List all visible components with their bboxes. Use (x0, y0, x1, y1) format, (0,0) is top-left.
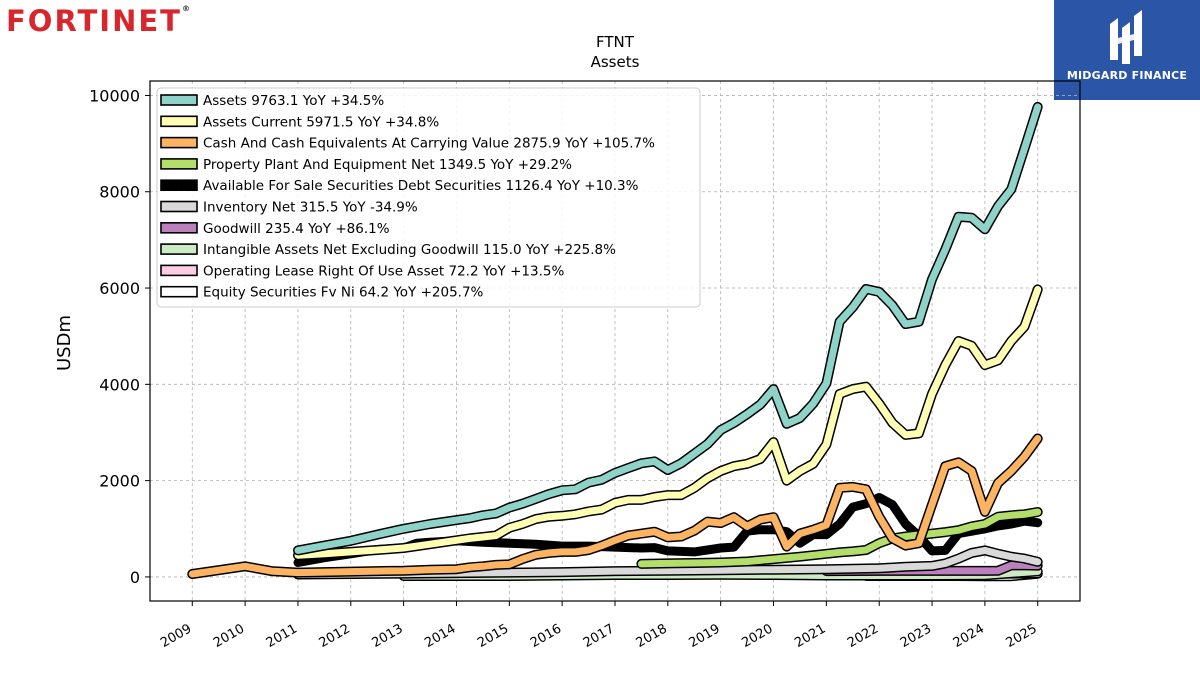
series-line (294, 546, 1042, 578)
legend-swatch (160, 264, 198, 277)
legend-entry: Operating Lease Right Of Use Asset 72.2 … (203, 263, 564, 279)
legend-swatch (160, 222, 198, 234)
series-line (294, 285, 1042, 559)
x-tick-label: 2014 (422, 621, 458, 651)
legend-box (156, 87, 701, 308)
legend-swatch (160, 115, 198, 128)
legend-swatch (160, 179, 198, 191)
x-tick-label: 2021 (792, 621, 828, 651)
x-tick-label: 2022 (845, 621, 881, 651)
series-line (637, 508, 1042, 568)
midgard-logo-icon (1110, 10, 1142, 64)
badge-text: MIDGARD FINANCE (1066, 69, 1188, 82)
y-tick-label: 8000 (99, 183, 140, 202)
logo-registered-mark: ® (181, 4, 190, 13)
x-tick-label: 2024 (951, 621, 987, 651)
legend-swatch (160, 94, 198, 106)
series-line (188, 435, 1042, 578)
legend-swatch (160, 243, 198, 255)
legend-swatch (160, 136, 198, 149)
x-tick-label: 2009 (158, 621, 194, 651)
legend-entry: Goodwill 235.4 YoY +86.1% (203, 221, 390, 237)
x-tick-label: 2018 (634, 621, 670, 651)
x-tick-label: 2010 (211, 621, 247, 651)
x-tick-label: 2013 (369, 621, 405, 651)
legend: Assets 9763.1 YoY +34.5% Assets Current 5… (156, 87, 701, 308)
y-tick-label: 10000 (89, 86, 140, 105)
legend-entry: Cash And Cash Equivalents At Carrying Va… (203, 136, 655, 152)
y-tick-label: 4000 (99, 375, 140, 394)
fortinet-logo: FORTINET® (6, 4, 190, 38)
x-tick-label: 2023 (898, 621, 934, 651)
logo-text: FORTINET (6, 4, 182, 38)
legend-entry: Intangible Assets Net Excluding Goodwill… (203, 242, 616, 258)
series-line (294, 103, 1042, 554)
legend-entry: Assets Current 5971.5 YoY +34.8% (203, 114, 439, 130)
y-tick-label: 0 (130, 568, 140, 587)
x-tick-label: 2012 (317, 621, 353, 651)
chart-subtitle: Assets (591, 53, 640, 71)
series-group (187, 101, 1043, 582)
x-tick-label: 2016 (528, 621, 564, 651)
midgard-finance-badge: MIDGARD FINANCE (1054, 0, 1200, 100)
legend-entry: Assets 9763.1 YoY +34.5% (203, 93, 384, 109)
x-tick-label: 2017 (581, 621, 617, 651)
y-tick-label: 2000 (99, 472, 140, 491)
legend-entry: Property Plant And Equipment Net 1349.5 … (203, 157, 572, 173)
legend-swatch (160, 200, 198, 213)
x-tick-label: 2025 (1004, 621, 1040, 651)
x-tick-label: 2019 (687, 621, 723, 651)
x-tick-label: 2020 (739, 621, 775, 651)
legend-entry: Available For Sale Securities Debt Secur… (203, 178, 639, 194)
legend-swatch (160, 285, 198, 298)
legend-swatch (160, 158, 198, 170)
x-tick-label: 2011 (264, 621, 300, 651)
legend-entry: Equity Securities Fv Ni 64.2 YoY +205.7% (203, 285, 484, 301)
y-axis-label: USDm (54, 315, 75, 371)
legend-entry: Inventory Net 315.5 YoY -34.9% (203, 200, 418, 216)
y-ticks: 0 2000 4000 6000 8000 10000 (89, 86, 150, 587)
x-ticks: 2009 2010 2011 2012 2013 2014 2015 2016 2017 2018… (158, 601, 1040, 651)
x-tick-label: 2015 (475, 621, 511, 651)
y-tick-label: 6000 (99, 279, 140, 298)
chart-title: FTNT (596, 33, 635, 51)
